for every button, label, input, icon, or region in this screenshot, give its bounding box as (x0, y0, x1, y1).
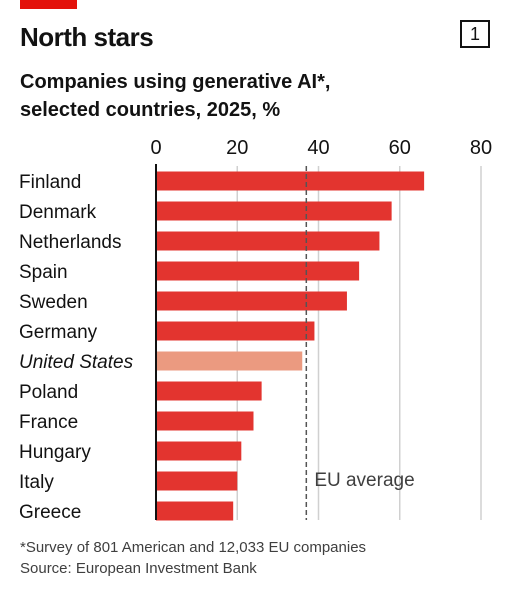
category-label: Spain (19, 262, 68, 283)
eu-average-label: EU average (314, 470, 414, 491)
category-label: Germany (19, 322, 98, 343)
bar (156, 321, 315, 341)
footnote: *Survey of 801 American and 12,033 EU co… (20, 537, 366, 579)
category-label: Poland (19, 382, 78, 403)
bar (156, 351, 303, 371)
subtitle-line-1: Companies using generative AI*, (20, 71, 331, 93)
bar (156, 261, 360, 281)
category-label: United States (19, 352, 134, 373)
bar (156, 411, 254, 431)
category-label: Sweden (19, 292, 88, 313)
category-label: Finland (19, 172, 81, 193)
bar (156, 291, 347, 311)
category-label: Greece (19, 502, 81, 523)
bar (156, 171, 425, 191)
category-label: Italy (19, 472, 54, 493)
chart-subtitle: Companies using generative AI*, selected… (20, 68, 330, 124)
x-tick-label: 20 (226, 137, 248, 159)
bar (156, 471, 238, 491)
chart-number-badge: 1 (460, 20, 490, 48)
bar (156, 381, 262, 401)
brand-bar (20, 0, 77, 9)
x-tick-label: 0 (150, 137, 161, 159)
chart-title: North stars (20, 22, 154, 52)
x-tick-label: 40 (307, 137, 329, 159)
source-note: Source: European Investment Bank (20, 560, 257, 577)
category-label: Netherlands (19, 232, 121, 253)
bar (156, 201, 392, 221)
category-label: Denmark (19, 202, 97, 223)
x-tick-label: 60 (389, 137, 411, 159)
category-label: Hungary (19, 442, 91, 463)
subtitle-line-2: selected countries, 2025, % (20, 99, 281, 121)
bar (156, 501, 234, 521)
x-tick-label: 80 (470, 137, 492, 159)
bar (156, 231, 380, 251)
category-label: France (19, 412, 78, 433)
bar (156, 441, 242, 461)
survey-note: *Survey of 801 American and 12,033 EU co… (20, 539, 367, 556)
